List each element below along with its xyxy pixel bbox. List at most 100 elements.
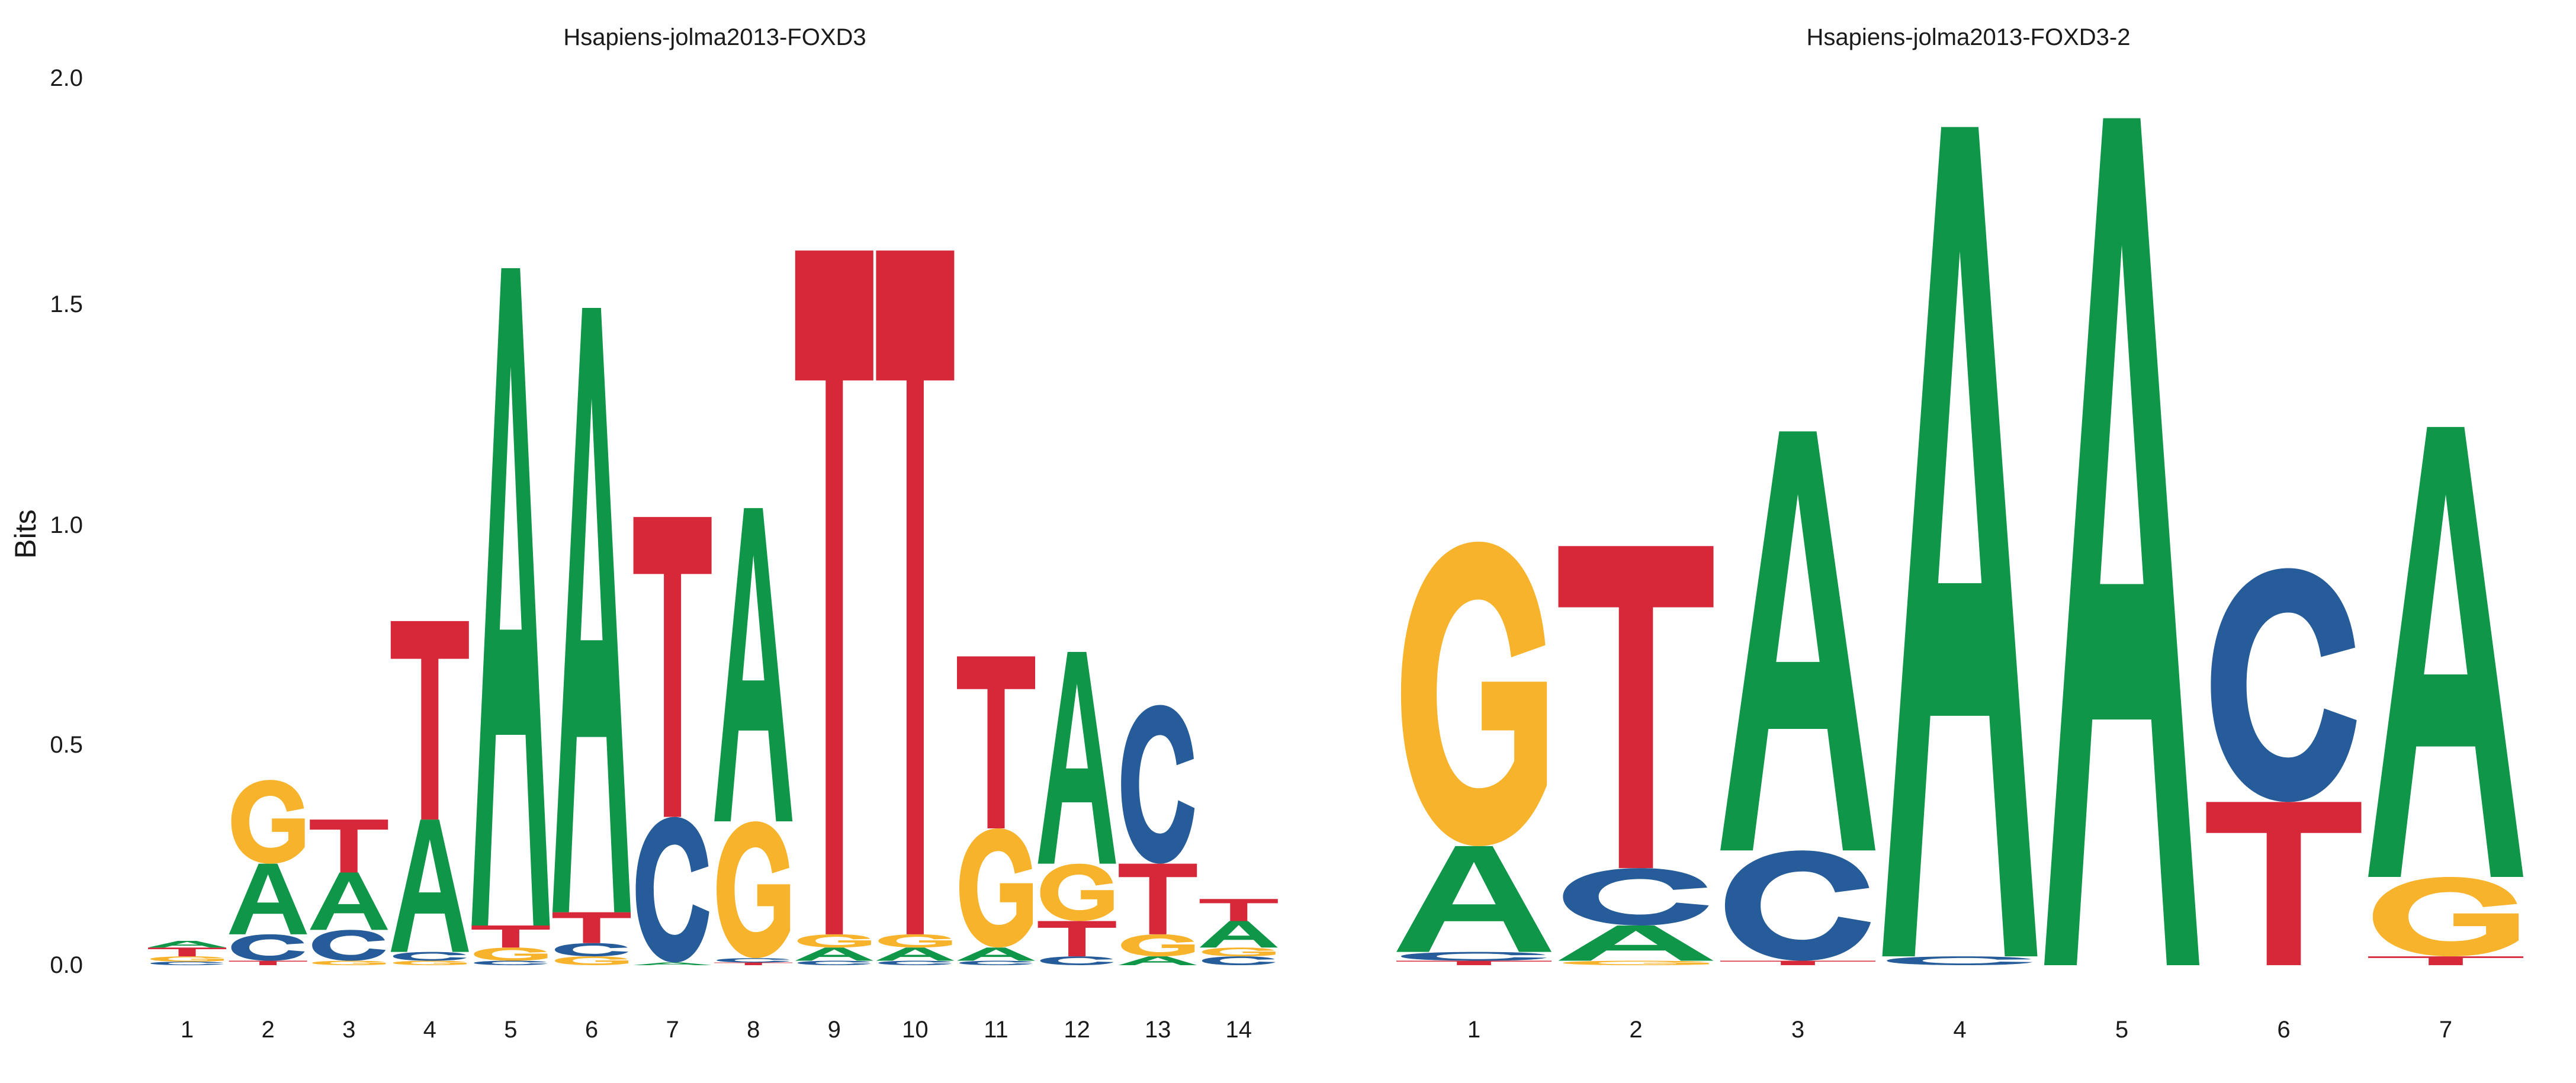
letter-c: [1121, 705, 1194, 863]
y-tick-label: 0.5: [50, 732, 83, 758]
x-tick-label: 4: [1953, 1017, 1966, 1043]
letter-t: [2206, 802, 2362, 965]
stack-position-13: [1119, 705, 1197, 965]
letter-a: [1119, 956, 1197, 965]
letter-t: [876, 250, 954, 934]
letter-g: [1040, 864, 1114, 921]
x-tick-label: 4: [423, 1017, 436, 1043]
x-tick-label: 5: [504, 1017, 517, 1043]
letter-g: [232, 780, 305, 864]
x-tick-labels: 1 2 3 4 5 6 7: [1467, 1017, 2452, 1043]
letter-g: [717, 821, 790, 958]
letter-a: [310, 873, 388, 930]
stack-position-5: [471, 268, 550, 965]
letter-g: [555, 956, 628, 965]
x-tick-label: 6: [585, 1017, 598, 1043]
letter-a: [634, 963, 712, 965]
y-tick-label: 1.0: [50, 512, 83, 538]
x-tick-label: 14: [1226, 1017, 1252, 1043]
stack-position-12: [1038, 652, 1116, 965]
x-tick-label: 1: [1467, 1017, 1480, 1043]
letter-g: [959, 828, 1033, 947]
x-tick-label: 10: [902, 1017, 929, 1043]
letter-stacks: [148, 250, 1278, 965]
x-tick-label: 3: [1791, 1017, 1804, 1043]
letter-c: [150, 962, 224, 965]
y-axis: 0.0 0.5 1.0 1.5 2.0: [50, 65, 83, 978]
stack-position-3: [310, 820, 388, 965]
letter-t: [391, 621, 469, 820]
letter-g: [1121, 934, 1194, 956]
stack-position-9: [795, 250, 873, 965]
letter-t: [553, 912, 631, 943]
stack-position-7: [2368, 427, 2523, 965]
letter-c: [312, 930, 386, 960]
letter-a: [1720, 432, 1875, 851]
panel-title: Hsapiens-jolma2013-FOXD3-2: [1807, 24, 2131, 50]
stack-position-8: [714, 508, 792, 965]
y-tick-label: 2.0: [50, 65, 83, 91]
letter-t: [2368, 956, 2523, 965]
letter-c: [798, 961, 871, 965]
x-tick-label: 6: [2277, 1017, 2290, 1043]
logo-panel-foxd3-2: Hsapiens-jolma2013-FOXD3-2 1 2 3 4 5 6 7: [1396, 24, 2523, 1043]
letter-c: [1563, 868, 1708, 925]
stack-position-5: [2044, 118, 2199, 965]
stack-position-1: [1396, 542, 1552, 965]
letter-t: [229, 961, 307, 965]
letter-g: [1563, 961, 1708, 965]
letter-a: [1396, 846, 1552, 952]
stack-position-3: [1720, 432, 1875, 965]
letter-g: [878, 934, 952, 947]
letter-t: [957, 657, 1035, 829]
x-tick-label: 11: [984, 1017, 1008, 1043]
stack-position-10: [876, 250, 954, 965]
letter-g: [1401, 542, 1547, 846]
letter-a: [471, 268, 550, 925]
stack-position-14: [1200, 899, 1278, 965]
x-tick-label: 1: [181, 1017, 194, 1043]
letter-a: [553, 308, 631, 912]
letter-a: [2044, 118, 2199, 965]
letter-a: [148, 941, 226, 947]
x-tick-label: 9: [828, 1017, 841, 1043]
letter-a: [1559, 925, 1714, 961]
letter-t: [1720, 961, 1875, 965]
letter-a: [1038, 652, 1116, 864]
letter-stacks: [1396, 118, 2523, 965]
letter-c: [2211, 568, 2356, 802]
stack-position-1: [148, 941, 226, 965]
stack-position-2: [1559, 546, 1714, 965]
letter-c: [636, 817, 709, 963]
stack-position-6: [2206, 568, 2362, 966]
letter-c: [393, 952, 467, 961]
x-tick-label: 5: [2115, 1017, 2128, 1043]
stack-position-11: [957, 657, 1035, 966]
x-tick-label: 8: [747, 1017, 760, 1043]
stack-position-4: [391, 621, 469, 965]
letter-a: [1200, 921, 1278, 948]
letter-a: [876, 947, 954, 960]
stack-position-4: [1883, 127, 2038, 966]
x-tick-label: 12: [1064, 1017, 1090, 1043]
x-tick-labels: 1 2 3 4 5 6 7 8 9 10 11 12 13 14: [181, 1017, 1252, 1043]
y-tick-label: 1.5: [50, 291, 83, 317]
logo-panel-foxd3: Hsapiens-jolma2013-FOXD3 1 2 3 4 5 6 7 8 9 10 11 12…: [148, 24, 1278, 1043]
letter-c: [1401, 952, 1547, 961]
letter-g: [798, 934, 871, 947]
letter-t: [795, 250, 873, 934]
letter-t: [148, 947, 226, 956]
letter-g: [150, 956, 224, 962]
letter-a: [957, 947, 1035, 960]
letter-c: [1202, 956, 1276, 965]
letter-t: [1038, 921, 1116, 957]
x-tick-label: 13: [1145, 1017, 1171, 1043]
letter-a: [2368, 427, 2523, 877]
y-axis-title: Bits: [9, 509, 42, 558]
letter-a: [795, 947, 873, 960]
letter-c: [555, 943, 628, 956]
letter-t: [1559, 546, 1714, 868]
x-tick-label: 3: [342, 1017, 355, 1043]
letter-t: [1200, 899, 1278, 921]
